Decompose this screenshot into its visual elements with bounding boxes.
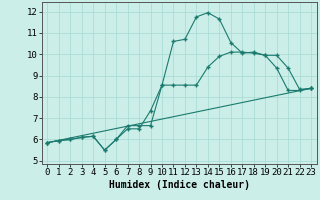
- X-axis label: Humidex (Indice chaleur): Humidex (Indice chaleur): [109, 180, 250, 190]
